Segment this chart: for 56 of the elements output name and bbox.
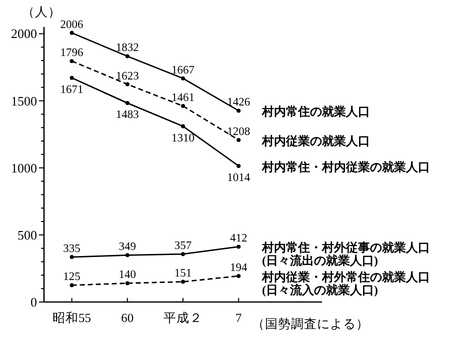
x-tick-label: 60 — [121, 311, 134, 325]
point — [181, 104, 185, 108]
series-label: 村内常住・村内従業の就業人口 — [261, 160, 430, 174]
series-label: 村内従業・村外常住の就業人口 (日々流入の就業人口) — [261, 270, 430, 297]
series-label: 村内常住の就業人口 — [261, 104, 370, 119]
data-label: 2006 — [60, 18, 84, 31]
data-label: 1483 — [116, 109, 140, 122]
point — [70, 30, 74, 35]
point — [181, 252, 185, 256]
point — [125, 101, 130, 106]
text: （国勢調査による） — [252, 317, 369, 331]
data-label: 1671 — [60, 84, 84, 96]
data-label: 1461 — [172, 92, 195, 104]
data-label: 349 — [118, 241, 136, 254]
data-label: 194 — [230, 262, 248, 274]
point — [70, 59, 74, 64]
point — [181, 124, 185, 128]
data-label: 357 — [174, 240, 192, 252]
data-label: 412 — [230, 232, 248, 245]
data-label: 140 — [118, 269, 136, 282]
data-label: 1667 — [172, 64, 195, 76]
point — [236, 138, 241, 142]
point — [125, 281, 130, 286]
x-tick-label: 7 — [235, 311, 242, 325]
data-label: 1832 — [116, 42, 140, 54]
series-label: 村内従業の就業人口 — [261, 134, 370, 148]
data-label: 1623 — [116, 70, 140, 82]
point — [125, 54, 130, 58]
point — [125, 253, 130, 258]
point — [125, 82, 130, 86]
series-label: 村内常住・村外従事の就業人口 (日々流出の就業人口) — [261, 240, 430, 268]
data-label: 1208 — [227, 126, 250, 138]
data-label: 1796 — [60, 47, 84, 60]
point — [70, 283, 74, 288]
data-label: 125 — [63, 271, 81, 284]
y-tick-label: 0 — [30, 294, 37, 310]
y-axis-title: （人） — [22, 5, 61, 19]
y-tick-label: 1500 — [11, 93, 37, 108]
data-label: 1014 — [227, 172, 250, 184]
point — [181, 76, 185, 80]
point — [236, 164, 241, 168]
x-tick-label: 平成２ — [164, 311, 202, 325]
x-tick-label: 昭和55 — [52, 311, 92, 325]
data-label: 335 — [63, 243, 81, 256]
data-label: 1426 — [227, 96, 250, 109]
data-label: 1310 — [172, 132, 195, 144]
point — [181, 280, 185, 284]
point — [236, 108, 241, 113]
point — [236, 274, 241, 278]
point — [70, 76, 74, 80]
y-tick-label: 1000 — [11, 160, 37, 176]
y-tick-label: 2000 — [11, 26, 37, 42]
y-tick-label: 500 — [18, 227, 37, 242]
data-label: 151 — [174, 268, 192, 280]
point — [236, 244, 241, 249]
point — [70, 255, 74, 260]
